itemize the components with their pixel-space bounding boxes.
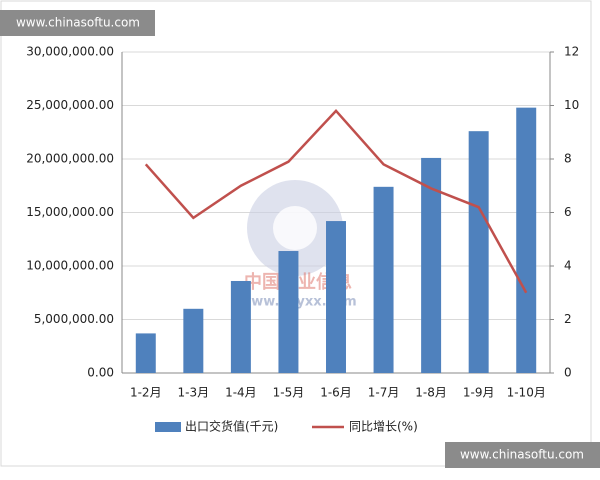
y-tick-label: 5,000,000.00 — [34, 312, 114, 326]
bar — [230, 280, 251, 373]
y2-tick-label: 8 — [564, 152, 572, 166]
y-tick-label: 15,000,000.00 — [26, 205, 114, 219]
x-tick-label: 1-9月 — [463, 386, 495, 400]
bar — [183, 308, 204, 373]
bar — [516, 107, 537, 373]
x-tick-label: 1-5月 — [273, 386, 305, 400]
y-tick-label: 20,000,000.00 — [26, 152, 114, 166]
y2-tick-label: 10 — [564, 98, 579, 112]
x-tick-label: 1-6月 — [320, 386, 352, 400]
x-tick-label: 1-4月 — [225, 386, 257, 400]
y2-tick-label: 0 — [564, 366, 572, 380]
bar — [326, 221, 346, 373]
bar — [135, 333, 156, 373]
x-tick-label: 1-7月 — [368, 386, 400, 400]
x-tick-label: 1-3月 — [178, 386, 210, 400]
y2-tick-label: 12 — [564, 45, 579, 59]
badge-bg — [0, 10, 155, 36]
y-tick-label: 10,000,000.00 — [26, 259, 114, 273]
y2-tick-label: 4 — [564, 259, 572, 273]
y-tick-label: 30,000,000.00 — [26, 45, 114, 59]
y2-tick-label: 6 — [564, 205, 572, 219]
bar — [468, 131, 489, 373]
y-tick-label: 25,000,000.00 — [26, 98, 114, 112]
badge-text: www.chinasoftu.com — [16, 16, 140, 30]
bar — [373, 186, 394, 373]
legend-swatch — [155, 422, 181, 432]
legend-label: 同比增长(%) — [349, 420, 418, 434]
bar — [421, 157, 442, 373]
badge-bg — [445, 442, 600, 468]
x-tick-label: 1-10月 — [507, 386, 546, 400]
y-tick-label: 0.00 — [87, 366, 114, 380]
x-tick-label: 1-8月 — [415, 386, 447, 400]
legend-label: 出口交货值(千元) — [185, 419, 278, 434]
y2-tick-label: 2 — [564, 312, 572, 326]
line — [144, 108, 528, 294]
bar — [278, 251, 299, 373]
watermark-logo — [273, 206, 317, 250]
x-tick-label: 1-2月 — [130, 386, 162, 400]
badge-text: www.chinasoftu.com — [460, 448, 584, 462]
